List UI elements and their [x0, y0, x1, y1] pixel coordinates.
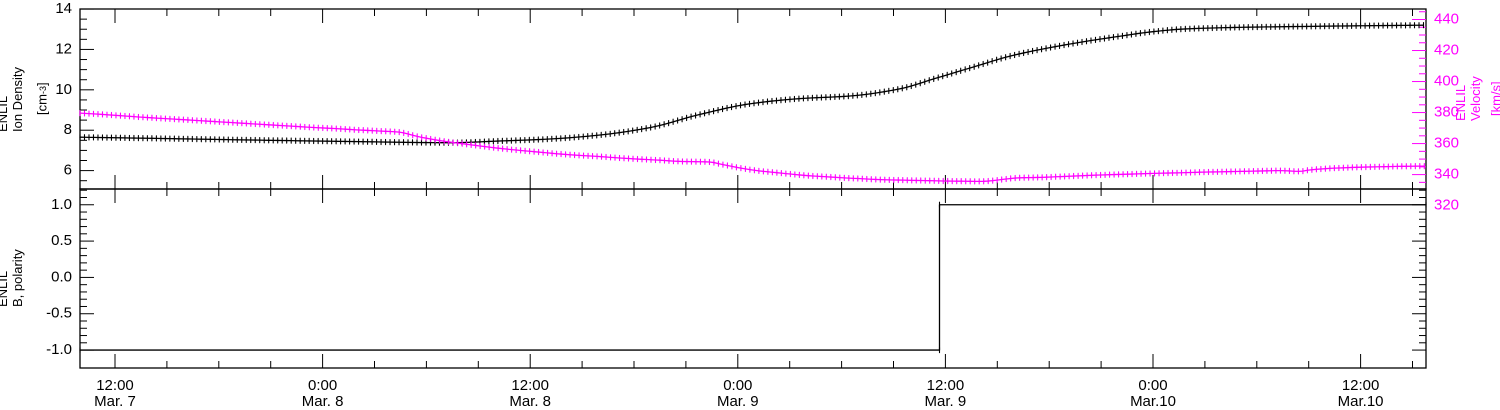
svg-text:12:00: 12:00	[1342, 377, 1380, 394]
svg-text:12:00: 12:00	[511, 377, 549, 394]
svg-text:6: 6	[64, 162, 72, 179]
svg-text:Mar. 8: Mar. 8	[302, 393, 344, 410]
svg-text:320: 320	[1434, 197, 1459, 214]
svg-text:Mar. 7: Mar. 7	[94, 393, 136, 410]
svg-text:12:00: 12:00	[96, 377, 134, 394]
svg-text:340: 340	[1434, 166, 1459, 183]
svg-text:440: 440	[1434, 11, 1459, 28]
svg-text:360: 360	[1434, 135, 1459, 152]
svg-text:-0.5: -0.5	[46, 305, 72, 322]
svg-text:12:00: 12:00	[927, 377, 965, 394]
svg-text:14: 14	[55, 0, 72, 17]
svg-text:0.0: 0.0	[51, 268, 72, 285]
svg-text:Mar. 8: Mar. 8	[509, 393, 551, 410]
svg-text:12: 12	[55, 40, 72, 57]
svg-text:0:00: 0:00	[723, 377, 752, 394]
svg-text:1.0: 1.0	[51, 196, 72, 213]
svg-text:10: 10	[55, 81, 72, 98]
svg-text:0:00: 0:00	[308, 377, 337, 394]
svg-text:-1.0: -1.0	[46, 341, 72, 358]
svg-text:Mar. 9: Mar. 9	[925, 393, 967, 410]
svg-text:0.5: 0.5	[51, 232, 72, 249]
svg-text:Mar.10: Mar.10	[1338, 393, 1384, 410]
svg-text:420: 420	[1434, 42, 1459, 59]
svg-text:Mar.10: Mar.10	[1130, 393, 1176, 410]
svg-text:0:00: 0:00	[1138, 377, 1167, 394]
svg-text:8: 8	[64, 121, 72, 138]
